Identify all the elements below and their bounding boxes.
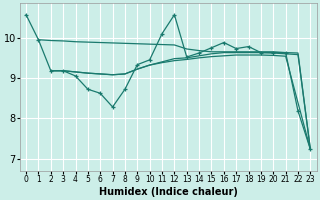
X-axis label: Humidex (Indice chaleur): Humidex (Indice chaleur)	[99, 187, 238, 197]
